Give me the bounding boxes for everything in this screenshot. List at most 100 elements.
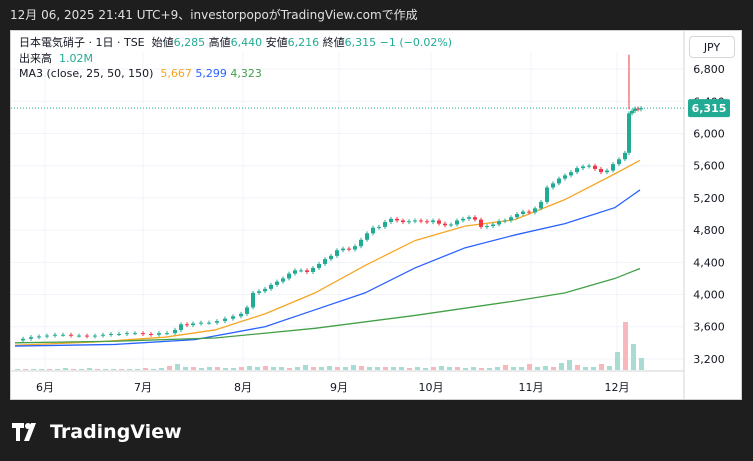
- candle-body: [85, 335, 89, 337]
- price-tick-label: 3,600: [693, 321, 725, 334]
- candle-body: [317, 263, 321, 268]
- candle-body: [329, 255, 333, 260]
- volume-bar: [175, 364, 180, 370]
- volume-bar: [263, 366, 268, 370]
- volume-bar: [575, 365, 580, 370]
- volume-bar: [303, 365, 308, 370]
- volume-bar: [471, 367, 476, 370]
- volume-bar: [543, 366, 548, 370]
- volume-bar: [159, 368, 164, 370]
- candle-body: [563, 175, 567, 179]
- time-tick-label: 12月: [605, 381, 630, 394]
- candle-body: [639, 108, 643, 110]
- volume-row: 出来高 1.02M: [19, 51, 452, 67]
- change-value: −1 (−0.02%): [379, 36, 453, 49]
- price-tick-label: 6,000: [693, 128, 725, 141]
- volume-bar: [31, 369, 36, 370]
- candle-body: [311, 267, 315, 272]
- candle-body: [575, 168, 579, 173]
- volume-bar: [239, 367, 244, 370]
- candle-body: [165, 333, 169, 335]
- volume-bar: [431, 367, 436, 370]
- brand-name: TradingView: [50, 421, 182, 443]
- candle-body: [109, 333, 113, 335]
- candle-body: [485, 226, 489, 228]
- candle-body: [413, 220, 417, 222]
- volume-bar: [455, 367, 460, 370]
- price-tick-label: 5,200: [693, 192, 725, 205]
- volume-bar: [143, 368, 148, 370]
- candle-body: [275, 281, 279, 285]
- candle-body: [365, 233, 369, 240]
- candle-body: [185, 324, 189, 326]
- volume-bar: [135, 369, 140, 370]
- volume-bar: [591, 367, 596, 370]
- volume-bar: [23, 369, 28, 370]
- candle-body: [627, 113, 631, 153]
- volume-bar: [327, 366, 332, 370]
- ohlc-row: 日本電気硝子 · 1日 · TSE 始値6,285 高値6,440 安値6,21…: [19, 35, 452, 51]
- volume-bar: [615, 352, 620, 370]
- candle-body: [449, 224, 453, 226]
- high-value: 6,440: [230, 36, 263, 49]
- symbol-label[interactable]: 日本電気硝子 · 1日 · TSE: [19, 36, 145, 49]
- candle-body: [61, 334, 65, 336]
- volume-bar: [231, 368, 236, 370]
- volume-bar: [367, 367, 372, 370]
- price-tick-label: 6,800: [693, 63, 725, 76]
- time-tick-label: 11月: [519, 381, 544, 394]
- time-tick-label: 10月: [419, 381, 444, 394]
- volume-bar: [439, 366, 444, 370]
- volume-bar: [407, 368, 412, 370]
- candle-body: [443, 223, 447, 226]
- volume-bar: [463, 368, 468, 370]
- price-tick-label: 4,800: [693, 224, 725, 237]
- candle-body: [347, 248, 351, 250]
- candle-body: [539, 201, 543, 209]
- volume-bar: [127, 369, 132, 370]
- volume-bar: [607, 366, 612, 370]
- candle-body: [617, 159, 621, 165]
- volume-bar: [599, 364, 604, 370]
- close-label: 終値: [322, 36, 345, 49]
- price-tick-label: 4,000: [693, 289, 725, 302]
- ma50-value: 5,299: [195, 67, 227, 80]
- candle-body: [263, 288, 267, 292]
- volume-bar: [479, 368, 484, 370]
- ma-row: MA3 (close, 25, 50, 150) 5,667 5,299 4,3…: [19, 66, 452, 82]
- currency-button[interactable]: JPY: [689, 36, 735, 58]
- tradingview-logo[interactable]: TradingView: [12, 418, 182, 446]
- ma-line-ma50: [14, 189, 641, 347]
- volume-bar: [535, 367, 540, 370]
- volume-bar: [47, 369, 52, 370]
- volume-bar: [167, 366, 172, 370]
- open-label: 始値: [151, 36, 174, 49]
- candle-body: [29, 337, 33, 339]
- candle-body: [467, 217, 471, 219]
- volume-bar: [63, 368, 68, 370]
- volume-bar: [375, 367, 380, 370]
- volume-bar: [567, 360, 572, 370]
- candle-body: [455, 220, 459, 225]
- ma-label[interactable]: MA3 (close, 25, 50, 150): [19, 67, 154, 80]
- open-value: 6,285: [173, 36, 206, 49]
- candle-body: [215, 321, 219, 323]
- candle-body: [299, 270, 303, 272]
- candle-body: [341, 248, 345, 251]
- candle-body: [491, 224, 495, 227]
- candle-body: [395, 218, 399, 221]
- last-price-tag-label: 6,315: [692, 102, 727, 115]
- volume-bar: [519, 367, 524, 370]
- price-chart[interactable]: 3,200 3,600 4,000 4,400 4,800 5,200 5,600 6,000…: [11, 31, 741, 399]
- candle-body: [557, 178, 561, 184]
- candle-body: [497, 221, 501, 225]
- ma150-value: 4,323: [230, 67, 262, 80]
- volume-bar: [423, 368, 428, 370]
- candle-body: [117, 333, 121, 335]
- volume-bar: [343, 367, 348, 370]
- chart-panel[interactable]: 日本電気硝子 · 1日 · TSE 始値6,285 高値6,440 安値6,21…: [10, 30, 742, 400]
- price-tick-label: 5,600: [693, 160, 725, 173]
- candle-body: [293, 270, 297, 274]
- ma25-value: 5,667: [160, 67, 192, 80]
- volume-bar: [271, 367, 276, 370]
